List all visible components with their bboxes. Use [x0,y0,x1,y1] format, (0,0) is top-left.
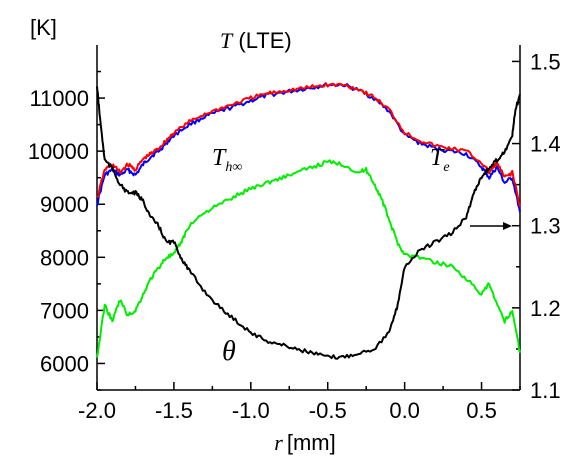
series-layer [96,82,521,360]
annotation-t-h-symbol: T [212,145,227,171]
annotation-t-h-subscript: h∞ [225,160,242,175]
annotation-theta: θ [222,336,236,367]
annotation-t-lte: T (LTE) [220,28,292,53]
right-axis-arrow [470,222,512,230]
x-tick-label: -0.5 [309,398,347,423]
y-left-tick-label: 10000 [28,139,89,164]
y-right-tick-label: 1.2 [530,296,561,321]
y-left-tick-label: 9000 [40,192,89,217]
y-left-tick-label: 8000 [40,245,89,270]
y-right-tick-label: 1.5 [530,49,561,74]
annotation-t-e-symbol: T [430,145,445,171]
annotation-t-h: Th∞ [212,145,242,175]
x-tick-label: -2.0 [78,398,116,423]
y-right-tick-label: 1.1 [530,378,561,403]
y-left-tick-label: 7000 [40,298,89,323]
y-left-unit-label: [K] [30,15,57,40]
y-left-tick-label: 6000 [40,351,89,376]
y-right-tick-label: 1.3 [530,214,561,239]
x-tick-label: -1.0 [232,398,270,423]
series-line [96,82,521,213]
x-tick-label: -1.5 [155,398,193,423]
x-axis-symbol: r [274,430,283,455]
tick-labels: -2.0 -1.5 -1.0 -0.5 0.0 0.5 6000 7000 8000 9000 10… [28,49,561,423]
x-tick-label: 0.5 [466,398,497,423]
annotation-t-e-subscript: e [443,160,449,175]
x-axis-unit: [mm] [287,430,336,455]
annotation-t-lte-text: (LTE) [232,28,291,53]
y-left-tick-label: 11000 [29,86,89,111]
annotation-t-e: Te [430,145,450,175]
series-line [96,82,521,208]
x-tick-label: 0.0 [389,398,420,423]
series-line [96,159,521,358]
annotation-t-lte-symbol: T [220,28,234,53]
arrow-head [503,222,512,230]
series-line [96,86,521,360]
x-axis-label: r [mm] [274,430,335,455]
ticks [96,60,521,391]
y-right-tick-label: 1.4 [530,132,561,157]
